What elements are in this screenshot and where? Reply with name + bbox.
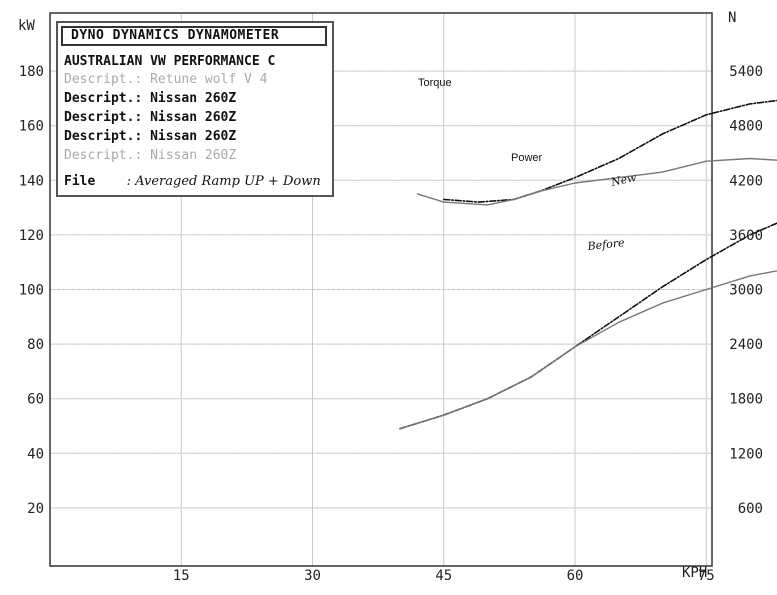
y-tick-label: 60 <box>27 392 44 408</box>
left-axis-unit: kW <box>18 18 35 34</box>
x-tick-label: 60 <box>567 568 584 584</box>
series-power-new-line <box>399 222 777 430</box>
y2-tick-label: 4200 <box>729 173 763 189</box>
y2-tick-label: 600 <box>738 501 763 517</box>
run-line-3: Descript.: Nissan 260Z <box>64 110 237 125</box>
y-tick-label: 20 <box>27 501 44 517</box>
y2-tick-label: 3000 <box>729 283 763 299</box>
y-tick-label: 40 <box>27 446 44 462</box>
series-layer <box>399 99 777 430</box>
series-power-before-line <box>399 270 777 430</box>
y-tick-label: 180 <box>19 64 44 80</box>
x-tick-label: 75 <box>698 568 715 584</box>
y-tick-label: 100 <box>19 283 44 299</box>
y2-tick-label: 5400 <box>729 64 763 80</box>
power-label: Power <box>511 152 543 164</box>
y2-tick-label: 1800 <box>729 392 763 408</box>
y2-tick-label: 1200 <box>729 446 763 462</box>
dyno-title: DYNO DYNAMICS DYNAMOMETER <box>61 26 327 46</box>
torque-label: Torque <box>418 77 452 89</box>
workshop-header: AUSTRALIAN VW PERFORMANCE C <box>64 54 276 69</box>
series-torque-new-line <box>442 99 777 203</box>
x-axis-unit: KPH <box>682 565 707 581</box>
y2-tick-label: 2400 <box>729 337 763 353</box>
series-torque-before-line <box>416 157 777 206</box>
y-tick-label: 160 <box>19 119 44 135</box>
y2-tick-label: 3600 <box>729 228 763 244</box>
run-line-2: Descript.: Nissan 260Z <box>64 91 237 106</box>
file-line: File : Averaged Ramp UP + Down <box>64 174 321 189</box>
y2-tick-label: 4800 <box>729 119 763 135</box>
new-annotation: New <box>609 171 638 189</box>
plot-border <box>49 12 713 567</box>
run-line-4: Descript.: Nissan 260Z <box>64 129 237 144</box>
x-tick-label: 15 <box>173 568 190 584</box>
y-tick-label: 140 <box>19 173 44 189</box>
run-line-1: Descript.: Retune wolf V 4 <box>64 72 268 87</box>
y-tick-label: 120 <box>19 228 44 244</box>
run-info-box: DYNO DYNAMICS DYNAMOMETER AUSTRALIAN VW … <box>56 21 334 197</box>
right-axis-unit: N <box>728 10 736 26</box>
x-tick-label: 45 <box>435 568 452 584</box>
before-annotation: Before <box>586 236 626 253</box>
run-line-5: Descript.: Nissan 260Z <box>64 148 237 163</box>
ticks-layer: 1530456075901051201352040608010012014016… <box>19 64 763 584</box>
chart-frame <box>49 12 713 567</box>
x-tick-label: 30 <box>304 568 321 584</box>
y-tick-label: 80 <box>27 337 44 353</box>
